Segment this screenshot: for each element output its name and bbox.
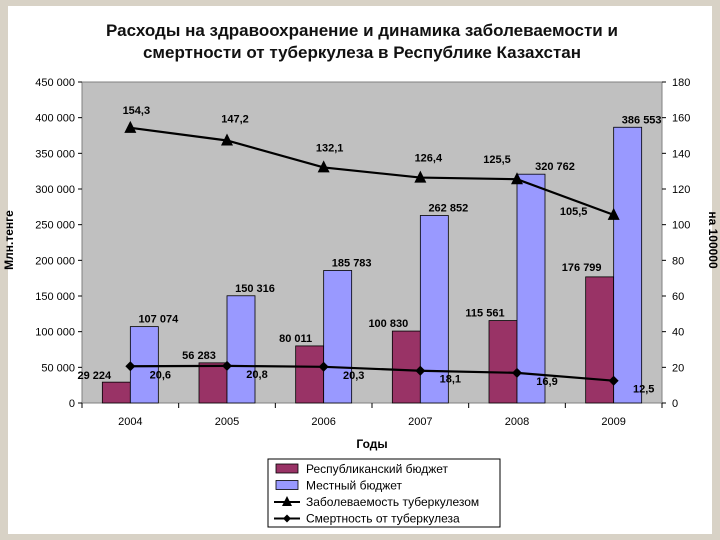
line-tb-mortality — [130, 364, 614, 382]
y-left-tick-label: 200 000 — [35, 255, 75, 267]
point-tb-mortality — [512, 367, 522, 378]
label-tb-mortality: 20,3 — [343, 370, 364, 382]
y-right-tick-label: 40 — [672, 327, 684, 339]
point-tb-incidence — [124, 120, 137, 133]
legend-box — [267, 458, 501, 528]
label-republican-budget: 29 224 — [78, 370, 113, 382]
label-tb-mortality: 12,5 — [633, 384, 654, 396]
label-local-budget: 150 316 — [235, 283, 275, 295]
label-republican-budget: 56 283 — [182, 350, 216, 362]
x-tick-label: 2007 — [408, 416, 432, 428]
label-tb-incidence: 132,1 — [316, 142, 344, 154]
label-tb-incidence: 147,2 — [221, 113, 249, 125]
y-right-axis-title: на 100000 — [706, 211, 720, 269]
legend-swatch-incidence-marker — [282, 496, 292, 506]
y-left-tick-label: 250 000 — [35, 220, 75, 232]
y-right-tick-label: 20 — [672, 362, 684, 374]
point-tb-incidence — [511, 172, 523, 185]
y-left-tick-label: 50 000 — [41, 362, 75, 374]
point-tb-mortality — [415, 365, 426, 376]
label-local-budget: 262 852 — [428, 202, 468, 214]
x-tick-label: 2009 — [601, 416, 625, 428]
y-left-tick-label: 0 — [69, 398, 75, 410]
y-left-tick-label: 400 000 — [35, 113, 75, 125]
point-tb-mortality — [608, 375, 619, 386]
y-right-tick-label: 80 — [672, 255, 684, 267]
legend-swatch-local — [275, 480, 299, 490]
legend-swatch-republican — [275, 463, 299, 474]
label-tb-mortality: 18,1 — [440, 374, 461, 386]
y-right-tick-label: 160 — [672, 113, 690, 125]
label-tb-incidence: 125,5 — [483, 154, 511, 166]
bar-local-budget — [129, 326, 159, 404]
y-left-tick-label: 100 000 — [35, 327, 75, 339]
y-right-tick-label: 140 — [672, 148, 690, 160]
bar-republican-budget — [488, 320, 518, 404]
point-tb-incidence — [317, 160, 330, 173]
bar-republican-budget — [585, 276, 615, 404]
plot-layer: 0 50 000 100 000 150 000 200 000 250 000 300 0… — [2, 77, 720, 451]
label-republican-budget: 100 830 — [368, 318, 408, 330]
y-left-tick-label: 350 000 — [35, 148, 75, 160]
legend-label: Смертность от туберкулеза — [306, 512, 460, 526]
legend-label: Республиканский бюджет — [306, 462, 449, 476]
bar-local-budget — [516, 173, 546, 404]
label-republican-budget: 176 799 — [562, 262, 602, 274]
label-local-budget: 320 762 — [535, 161, 575, 173]
point-tb-mortality — [318, 361, 329, 372]
point-tb-incidence — [607, 207, 620, 220]
label-local-budget: 185 783 — [332, 257, 372, 269]
bar-local-budget — [226, 295, 256, 404]
label-tb-incidence: 105,5 — [560, 206, 588, 218]
y-left-tick-label: 450 000 — [35, 77, 75, 89]
bar-republican-budget — [391, 330, 421, 404]
y-left-axis-title: Млн.тенге — [2, 210, 16, 270]
x-axis-title: Годы — [356, 437, 387, 451]
point-tb-incidence — [221, 133, 233, 146]
y-right-tick-label: 100 — [672, 220, 690, 232]
y-right-tick-label: 180 — [672, 77, 690, 89]
bar-republican-budget — [295, 345, 325, 404]
line-tb-incidence — [130, 126, 615, 216]
x-tick-label: 2005 — [215, 416, 239, 428]
legend-label: Местный бюджет — [306, 479, 403, 493]
x-tick-label: 2008 — [505, 416, 529, 428]
point-tb-incidence — [414, 170, 427, 183]
bar-local-budget — [323, 270, 353, 404]
label-local-budget: 386 553 — [622, 114, 662, 126]
x-tick-label: 2004 — [118, 416, 142, 428]
x-tick-label: 2006 — [311, 416, 335, 428]
bar-local-budget — [613, 126, 643, 404]
label-local-budget: 107 074 — [138, 314, 179, 326]
label-tb-incidence: 126,4 — [415, 153, 443, 165]
y-right-tick-label: 0 — [672, 398, 678, 410]
y-left-tick-label: 300 000 — [35, 184, 75, 196]
label-tb-mortality: 16,9 — [536, 376, 557, 388]
label-republican-budget: 115 561 — [465, 308, 504, 320]
legend-label: Заболеваемость туберкулезом — [306, 495, 479, 509]
y-right-tick-label: 120 — [672, 184, 690, 196]
chart-title-line-1: Расходы на здравоохранение и динамика за… — [106, 21, 618, 40]
chart-title-line-2: смертности от туберкулеза в Республике К… — [143, 43, 581, 62]
y-left-tick-label: 150 000 — [35, 291, 75, 303]
plot-area — [81, 81, 663, 404]
label-tb-mortality: 20,6 — [150, 369, 171, 381]
label-tb-mortality: 20,8 — [246, 369, 267, 381]
point-tb-mortality — [222, 360, 232, 371]
bar-republican-budget — [198, 362, 228, 404]
y-right-tick-label: 60 — [672, 291, 684, 303]
label-tb-incidence: 154,3 — [123, 105, 151, 117]
legend: Республиканский бюджет Местный бюджет Забо… — [267, 458, 501, 528]
legend-swatch-mortality-marker — [283, 514, 291, 523]
point-tb-mortality — [125, 361, 136, 372]
label-republican-budget: 80 011 — [279, 333, 312, 345]
bar-republican-budget — [101, 381, 131, 404]
